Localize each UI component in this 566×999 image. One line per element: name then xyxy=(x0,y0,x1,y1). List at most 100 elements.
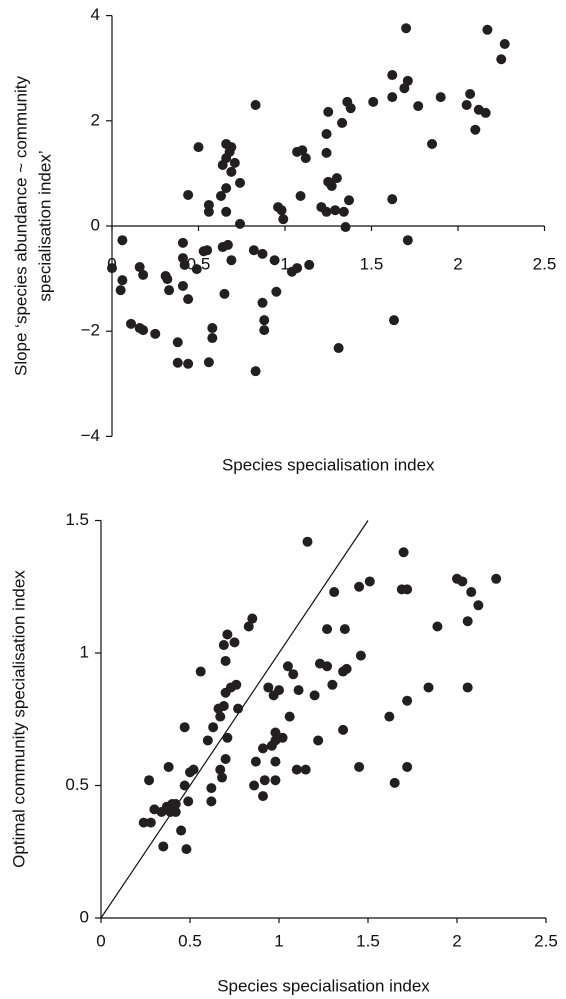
point xyxy=(321,128,332,139)
point xyxy=(138,325,149,336)
point xyxy=(179,259,190,270)
point xyxy=(337,117,348,128)
point xyxy=(470,124,481,135)
point xyxy=(435,92,446,103)
point xyxy=(278,214,289,225)
point xyxy=(220,655,231,666)
point xyxy=(402,761,413,772)
point xyxy=(295,191,306,202)
point xyxy=(222,239,233,250)
point xyxy=(461,100,472,111)
point xyxy=(243,621,254,632)
point xyxy=(491,573,502,584)
point xyxy=(250,366,261,377)
point xyxy=(276,205,287,216)
point xyxy=(401,23,412,34)
point xyxy=(207,323,218,334)
point xyxy=(138,269,149,280)
point xyxy=(215,191,226,202)
point xyxy=(220,754,231,764)
point xyxy=(423,682,434,693)
point xyxy=(270,775,281,786)
point xyxy=(330,205,341,216)
point xyxy=(226,255,237,266)
point xyxy=(215,711,226,722)
x-tick-label: 2 xyxy=(452,931,461,950)
point xyxy=(323,106,334,117)
point xyxy=(462,682,473,693)
point xyxy=(364,576,375,587)
point xyxy=(195,666,206,677)
point xyxy=(177,280,188,291)
point xyxy=(179,722,190,733)
point xyxy=(313,735,324,746)
point xyxy=(288,669,299,680)
point xyxy=(368,96,379,107)
point xyxy=(188,764,199,775)
point xyxy=(219,288,230,299)
point xyxy=(300,764,311,775)
point xyxy=(172,357,183,368)
point xyxy=(206,783,217,794)
point xyxy=(427,138,438,149)
point xyxy=(345,103,356,114)
point xyxy=(339,624,350,635)
point xyxy=(398,547,409,558)
point xyxy=(496,54,507,65)
point xyxy=(183,189,194,200)
y-axis-title: Slope ‘species abundance ~ community xyxy=(11,75,30,376)
point xyxy=(257,791,268,802)
point xyxy=(259,325,270,336)
point xyxy=(473,600,484,611)
point xyxy=(388,315,399,326)
point xyxy=(208,722,219,733)
point xyxy=(170,807,181,817)
x-tick-label: 2.5 xyxy=(534,931,558,950)
point xyxy=(226,166,237,177)
point xyxy=(115,285,126,296)
point xyxy=(338,724,349,735)
x-tick-label: 2.5 xyxy=(533,254,557,273)
point xyxy=(344,195,355,206)
point xyxy=(333,343,344,354)
point xyxy=(271,286,282,297)
point xyxy=(293,685,304,696)
point xyxy=(183,796,194,807)
point xyxy=(163,761,174,772)
x-axis-title: Species specialisation index xyxy=(217,976,430,995)
y-axis-title: Optimal community specialisation index xyxy=(9,570,28,868)
point xyxy=(327,679,338,690)
point xyxy=(177,237,188,248)
y-tick-label: 4 xyxy=(91,5,100,24)
point xyxy=(402,584,413,595)
point xyxy=(250,756,261,767)
y-tick-label: 0 xyxy=(91,215,100,234)
point xyxy=(329,587,340,598)
point xyxy=(322,661,333,672)
point xyxy=(270,727,281,738)
point xyxy=(259,315,270,326)
point xyxy=(117,235,128,246)
point xyxy=(170,799,181,810)
point xyxy=(282,661,293,672)
point xyxy=(266,740,277,751)
point xyxy=(183,294,194,305)
point xyxy=(213,703,224,714)
x-axis-title: Species specialisation index xyxy=(222,455,435,474)
point xyxy=(300,153,311,164)
point xyxy=(338,666,349,677)
point xyxy=(134,262,145,273)
point xyxy=(257,248,268,259)
point xyxy=(413,101,424,112)
y-tick-label: −4 xyxy=(81,426,100,445)
point xyxy=(191,264,202,275)
point xyxy=(302,536,313,547)
x-tick-label: 0 xyxy=(96,931,105,950)
point xyxy=(340,222,351,233)
y-tick-label: 1 xyxy=(80,642,89,661)
point xyxy=(222,629,233,640)
point xyxy=(229,637,240,648)
point xyxy=(291,764,302,775)
point xyxy=(259,775,270,786)
point xyxy=(179,780,190,791)
